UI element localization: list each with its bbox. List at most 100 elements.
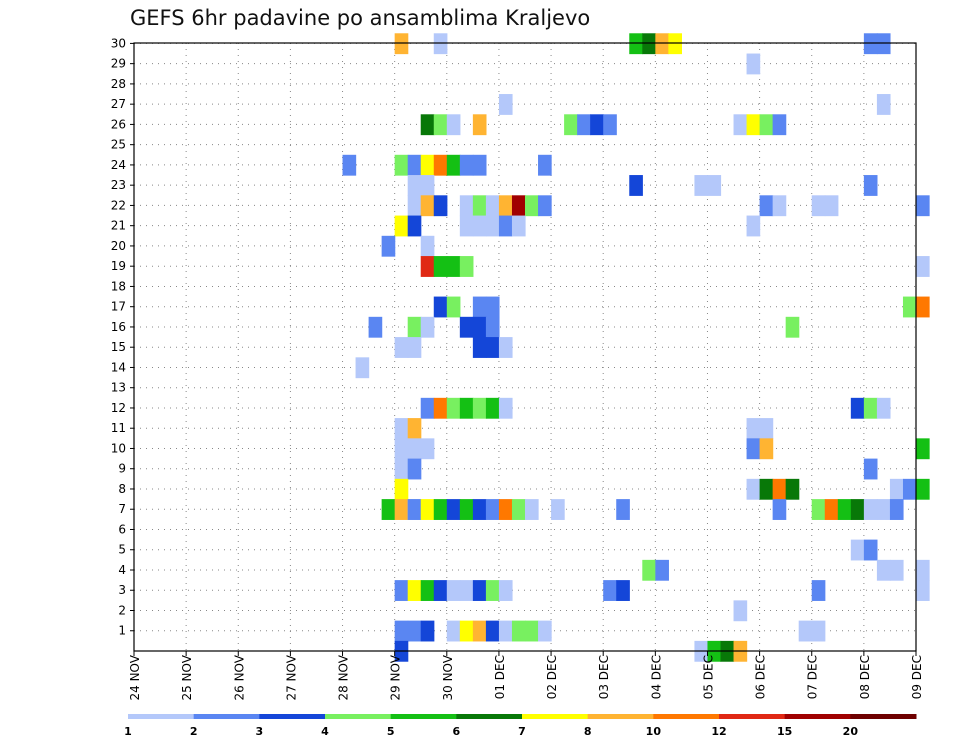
heatmap-cell bbox=[525, 499, 539, 520]
heatmap-cell bbox=[564, 114, 578, 136]
x-tick-label: 02 DEC bbox=[545, 655, 559, 699]
legend-swatch bbox=[193, 714, 260, 719]
heatmap-cell bbox=[420, 195, 435, 217]
y-tick-label: 13 bbox=[111, 381, 126, 395]
legend-label: 4 bbox=[321, 725, 329, 738]
heatmap-cell bbox=[394, 438, 409, 460]
heatmap-cell bbox=[772, 195, 787, 217]
heatmap-cell bbox=[407, 195, 422, 217]
y-tick-label: 17 bbox=[111, 300, 126, 314]
heatmap-cell bbox=[420, 256, 435, 277]
heatmap-cell bbox=[433, 580, 448, 601]
heatmap-cell bbox=[459, 620, 474, 642]
x-tick-label: 07 DEC bbox=[806, 655, 820, 699]
legend-label: 6 bbox=[453, 725, 461, 738]
heatmap-cell bbox=[498, 94, 513, 115]
heatmap-cell bbox=[446, 620, 461, 642]
x-tick-label: 01 DEC bbox=[493, 655, 507, 699]
y-tick-label: 16 bbox=[111, 320, 126, 334]
heatmap-cell bbox=[811, 499, 826, 520]
heatmap-cell bbox=[472, 316, 487, 338]
heatmap-cell bbox=[863, 458, 878, 480]
heatmap-cell bbox=[394, 499, 409, 520]
y-tick-label: 15 bbox=[111, 340, 126, 354]
heatmap-cell bbox=[394, 215, 409, 237]
heatmap-cell bbox=[863, 499, 878, 520]
x-tick-label: 25 NOV bbox=[180, 654, 194, 700]
y-tick-label: 21 bbox=[111, 219, 126, 233]
heatmap-cell bbox=[485, 316, 500, 338]
x-tick-label: 08 DEC bbox=[858, 655, 872, 699]
heatmap-cell bbox=[355, 357, 370, 379]
heatmap-cell bbox=[394, 154, 409, 176]
heatmap-cell bbox=[850, 499, 865, 520]
legend-label: 20 bbox=[843, 725, 859, 738]
heatmap-cell bbox=[863, 397, 878, 419]
heatmap-cell bbox=[916, 478, 930, 500]
y-tick-label: 7 bbox=[118, 502, 126, 516]
x-tick-label: 09 DEC bbox=[910, 655, 924, 699]
y-tick-label: 8 bbox=[118, 482, 126, 496]
heatmap-cell bbox=[707, 175, 722, 196]
heatmap-cell bbox=[498, 580, 513, 601]
heatmap-cell bbox=[472, 154, 487, 176]
legend-label: 2 bbox=[190, 725, 198, 738]
heatmap-cell bbox=[420, 438, 435, 460]
heatmap-cell bbox=[785, 478, 800, 500]
y-tick-label: 12 bbox=[111, 401, 126, 415]
heatmap-cell bbox=[746, 114, 761, 136]
heatmap-cell bbox=[446, 296, 461, 318]
heatmap-cell bbox=[629, 175, 643, 196]
heatmap-cell bbox=[420, 620, 435, 642]
x-tick-label: 29 NOV bbox=[389, 654, 403, 700]
heatmap-cell bbox=[472, 620, 487, 642]
heatmap-cell bbox=[420, 154, 435, 176]
heatmap-cell bbox=[472, 499, 487, 520]
y-tick-label: 11 bbox=[111, 421, 126, 435]
heatmap-cell bbox=[446, 499, 461, 520]
heatmap-cell bbox=[837, 499, 852, 520]
heatmap-cell bbox=[590, 114, 604, 136]
legend-swatch bbox=[456, 714, 523, 719]
heatmap-cell bbox=[759, 478, 774, 500]
legend-swatch bbox=[522, 714, 589, 719]
y-tick-label: 30 bbox=[111, 36, 126, 50]
heatmap-cell bbox=[733, 600, 748, 622]
heatmap-cell bbox=[394, 337, 409, 358]
heatmap-cell bbox=[511, 215, 526, 237]
heatmap-cell bbox=[811, 580, 826, 601]
y-tick-label: 5 bbox=[118, 543, 126, 557]
heatmap-cell bbox=[603, 580, 617, 601]
y-tick-label: 2 bbox=[118, 603, 126, 617]
heatmap-cell bbox=[916, 580, 930, 601]
legend-label: 15 bbox=[777, 725, 792, 738]
heatmap-cell bbox=[824, 499, 839, 520]
y-tick-label: 14 bbox=[111, 360, 126, 374]
heatmap-cell bbox=[616, 580, 630, 601]
heatmap-cell bbox=[472, 195, 487, 217]
heatmap-cell bbox=[394, 33, 409, 55]
heatmap-cell bbox=[485, 397, 500, 419]
heatmap-cell bbox=[420, 175, 435, 196]
heatmap-cell bbox=[485, 195, 500, 217]
heatmap-cell bbox=[394, 580, 409, 601]
heatmap-cell bbox=[420, 499, 435, 520]
heatmap-cell bbox=[407, 438, 422, 460]
heatmap-cell bbox=[772, 499, 787, 520]
legend-swatch bbox=[653, 714, 720, 719]
heatmap-cell bbox=[876, 397, 891, 419]
heatmap-cell bbox=[407, 316, 422, 338]
heatmap-cell bbox=[433, 296, 448, 318]
heatmap-cell bbox=[538, 154, 552, 176]
heatmap-cell bbox=[746, 478, 761, 500]
x-tick-label: 24 NOV bbox=[128, 654, 142, 700]
heatmap-cell bbox=[746, 53, 761, 75]
legend-swatch bbox=[587, 714, 654, 719]
heatmap-cell bbox=[916, 559, 930, 581]
heatmap-cell bbox=[459, 499, 474, 520]
heatmap-cell bbox=[759, 195, 774, 217]
legend-swatch bbox=[259, 714, 326, 719]
heatmap-cell bbox=[772, 114, 787, 136]
heatmap-cell bbox=[811, 195, 826, 217]
